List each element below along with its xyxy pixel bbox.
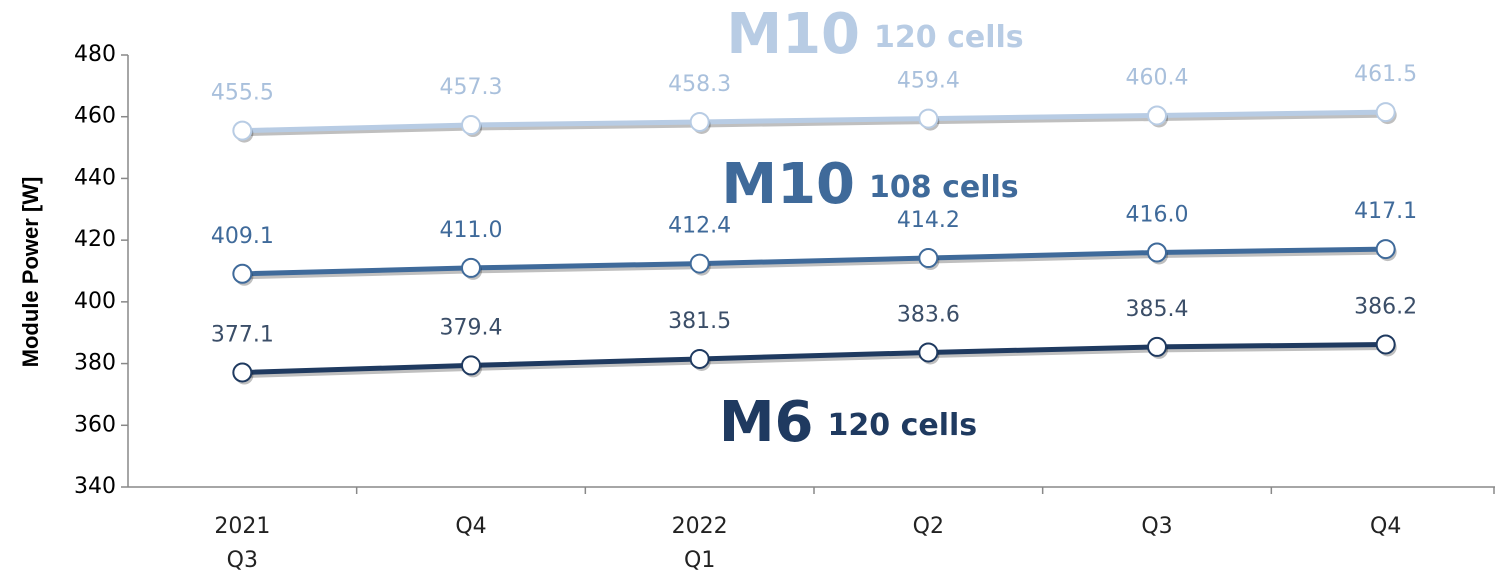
y-tick-label: 380: [74, 351, 116, 376]
series-label: M6 120 cells: [719, 390, 977, 455]
data-label: 457.3: [440, 75, 503, 100]
series-shadow: [244, 249, 1388, 280]
y-tick-label: 360: [74, 412, 116, 437]
data-label: 414.2: [897, 208, 960, 233]
data-label: 409.1: [211, 224, 274, 249]
x-tick-label: 2021: [214, 514, 270, 539]
series-name: M10: [721, 152, 855, 217]
x-tick-label: Q2: [913, 514, 944, 539]
marker: [689, 253, 710, 274]
series-shadow: [244, 344, 1388, 379]
marker: [918, 108, 939, 129]
marker: [232, 120, 253, 141]
y-tick-label: 460: [74, 104, 116, 129]
data-label: 417.1: [1354, 199, 1417, 224]
marker: [918, 248, 939, 269]
data-label: 386.2: [1354, 294, 1417, 319]
x-tick-label: 2022: [672, 514, 728, 539]
x-tick-label: Q3: [1141, 514, 1172, 539]
x-tick-label: Q3: [227, 548, 258, 573]
series-cells: 120 cells: [874, 20, 1024, 55]
marker: [1147, 105, 1167, 126]
marker: [461, 355, 481, 376]
x-tick-label: Q1: [684, 548, 715, 573]
y-tick-label: 420: [74, 227, 116, 252]
data-label: 381.5: [668, 309, 731, 334]
marker: [689, 348, 710, 369]
y-tick-label: 440: [74, 165, 116, 190]
series-name: M6: [719, 390, 814, 455]
data-label: 383.6: [897, 302, 960, 327]
x-tick-label: Q4: [455, 514, 486, 539]
series-line: [242, 341, 1386, 376]
data-label: 416.0: [1126, 202, 1189, 227]
data-label: 458.3: [668, 72, 731, 97]
data-label: 461.5: [1354, 62, 1417, 87]
marker: [461, 115, 481, 136]
series-line: [242, 109, 1386, 134]
marker: [1147, 336, 1167, 357]
marker: [689, 111, 710, 132]
marker: [232, 263, 253, 284]
marker: [1375, 102, 1396, 123]
series-name: M10: [726, 2, 860, 67]
data-label: 411.0: [440, 218, 503, 243]
data-label: 460.4: [1126, 65, 1189, 90]
data-label: 455.5: [211, 81, 274, 106]
data-label: 412.4: [668, 214, 731, 239]
marker: [1375, 334, 1396, 355]
y-tick-label: 480: [74, 42, 116, 67]
series-shadow: [244, 112, 1388, 137]
marker: [1375, 239, 1396, 260]
series-cells: 108 cells: [869, 170, 1019, 205]
marker: [232, 362, 253, 383]
y-axis-label: Module Power [W]: [18, 177, 43, 368]
marker: [918, 342, 939, 363]
y-tick-label: 400: [74, 289, 116, 314]
data-label: 377.1: [211, 323, 274, 348]
x-tick-label: Q4: [1370, 514, 1401, 539]
series-label: M10 108 cells: [721, 152, 1018, 217]
series-line: [242, 246, 1386, 277]
marker: [461, 257, 481, 278]
series-label: M10 120 cells: [726, 2, 1023, 67]
data-label: 459.4: [897, 69, 960, 94]
y-tick-label: 340: [74, 474, 116, 499]
marker: [1147, 242, 1167, 263]
data-label: 385.4: [1126, 297, 1189, 322]
series-cells: 120 cells: [828, 408, 978, 443]
data-label: 379.4: [440, 315, 503, 340]
